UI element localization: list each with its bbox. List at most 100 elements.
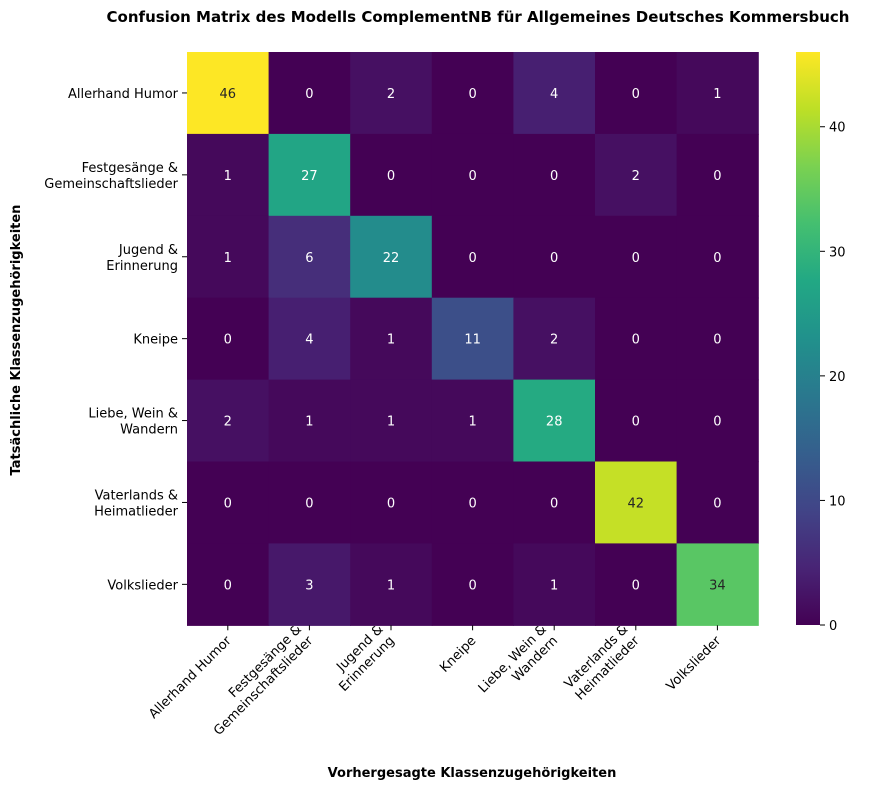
heatmap-cell [187, 215, 270, 299]
cell-value-label: 22 [383, 251, 400, 266]
cell-value-label: 3 [305, 578, 313, 593]
cell-value-label: 2 [387, 87, 395, 102]
cell-value-label: 0 [224, 578, 232, 593]
heatmap-cell [676, 52, 759, 135]
heatmap-cell [268, 133, 351, 217]
cell-value-label: 0 [468, 578, 476, 593]
chart-title: Confusion Matrix des Modells ComplementN… [107, 8, 850, 26]
heatmap-cell [513, 215, 596, 299]
y-tick-label: Volkslieder [107, 578, 178, 593]
cell-value-label: 34 [709, 578, 726, 593]
cell-value-label: 0 [468, 169, 476, 184]
cell-value-label: 0 [468, 251, 476, 266]
heatmap-cell [676, 133, 759, 217]
colorbar-tick-label: 40 [829, 121, 846, 136]
heatmap-cell-labels: 46 0 2 0 4 0 11 27 0 0 0 2 01 6 22 0 0 0 00 4 1 11 2 0 02 1 1 1 28 0 0… [220, 87, 726, 593]
heatmap-cell [187, 461, 270, 544]
y-tick-label: Jugend & Erinnerung [106, 243, 178, 274]
heatmap-cell [431, 461, 514, 544]
heatmap-cell [513, 461, 596, 544]
y-axis-label: Tatsächliche Klassenzugehörigkeiten [9, 205, 24, 476]
colorbar-tick-label: 0 [829, 619, 837, 634]
x-tick-label: Liebe, Wein &Wandern [476, 622, 561, 707]
cell-value-label: 28 [546, 415, 563, 430]
cell-value-label: 1 [305, 415, 313, 430]
cell-value-label: 2 [224, 415, 232, 430]
heatmap-cell [187, 297, 270, 381]
heatmap-cell [595, 133, 678, 217]
cell-value-label: 1 [468, 415, 476, 430]
x-axis-label: Vorhergesagte Klassenzugehörigkeiten [328, 766, 617, 781]
heatmap-cell [676, 461, 759, 544]
cell-value-label: 46 [220, 87, 237, 102]
cell-value-label: 0 [632, 333, 640, 348]
cell-value-label: 0 [632, 87, 640, 102]
heatmap-cell [268, 52, 351, 135]
cell-value-label: 0 [632, 578, 640, 593]
colorbar-tick-label: 10 [829, 494, 846, 509]
y-tick-label: Festgesänge & Gemeinschaftslieder [44, 161, 178, 192]
cell-value-label: 0 [632, 251, 640, 266]
heatmap-cell [676, 379, 759, 463]
heatmap-cell [513, 543, 596, 626]
cell-value-label: 1 [550, 578, 558, 593]
x-tick-label: Vaterlands &Heimatlieder [561, 622, 643, 704]
cell-value-label: 1 [387, 415, 395, 430]
heatmap-cell [676, 297, 759, 381]
cell-value-label: 0 [713, 496, 721, 511]
heatmap-cell [187, 543, 270, 626]
cell-value-label: 0 [550, 496, 558, 511]
cell-value-label: 0 [387, 169, 395, 184]
heatmap-cell [431, 215, 514, 299]
heatmap-cell [350, 379, 433, 463]
heatmap-cell [676, 215, 759, 299]
heatmap-cell [187, 52, 270, 135]
cell-value-label: 2 [632, 169, 640, 184]
heatmap-cell [187, 133, 270, 217]
cell-value-label: 0 [468, 496, 476, 511]
cell-value-label: 27 [301, 169, 318, 184]
cell-value-label: 0 [632, 415, 640, 430]
y-tick-label: Liebe, Wein & Wandern [88, 407, 178, 438]
colorbar-tick-label: 20 [829, 370, 846, 385]
cell-value-label: 1 [713, 87, 721, 102]
heatmap-cell [595, 543, 678, 626]
colorbar-ticks: 0 10 20 30 40 [820, 121, 846, 634]
cell-value-label: 0 [224, 333, 232, 348]
heatmap-cell [595, 52, 678, 135]
x-tick-label: Kneipe [437, 634, 479, 676]
cell-value-label: 1 [224, 169, 232, 184]
cell-value-label: 0 [713, 415, 721, 430]
y-tick-label: Allerhand Humor [68, 87, 179, 102]
cell-value-label: 0 [713, 333, 721, 348]
colorbar-tick-label: 30 [829, 245, 846, 260]
cell-value-label: 0 [305, 496, 313, 511]
heatmap-cell [431, 379, 514, 463]
heatmap-cell [431, 52, 514, 135]
y-tick-label: Vaterlands & Heimatlieder [94, 488, 179, 519]
cell-value-label: 0 [713, 251, 721, 266]
x-tick-label: Volkslieder [664, 633, 725, 694]
cell-value-label: 0 [305, 87, 313, 102]
heatmap-cell [513, 297, 596, 381]
heatmap-cell [350, 133, 433, 217]
cell-value-label: 0 [550, 169, 558, 184]
heatmap-cell [676, 543, 759, 626]
cell-value-label: 6 [305, 251, 313, 266]
heatmap-cell [350, 543, 433, 626]
heatmap-cell [350, 297, 433, 381]
heatmap-cell [513, 133, 596, 217]
heatmap-cell [268, 461, 351, 544]
cell-value-label: 0 [387, 496, 395, 511]
cell-value-label: 4 [550, 87, 558, 102]
cell-value-label: 0 [713, 169, 721, 184]
heatmap-cell [595, 461, 678, 544]
heatmap-cell [595, 297, 678, 381]
heatmap-cell [431, 297, 514, 381]
heatmap-cell [268, 215, 351, 299]
cell-value-label: 0 [550, 251, 558, 266]
y-axis-ticks: Allerhand Humor Festgesänge & Gemeinschaft… [44, 87, 187, 593]
cell-value-label: 4 [305, 333, 313, 348]
heatmap-cell [350, 215, 433, 299]
